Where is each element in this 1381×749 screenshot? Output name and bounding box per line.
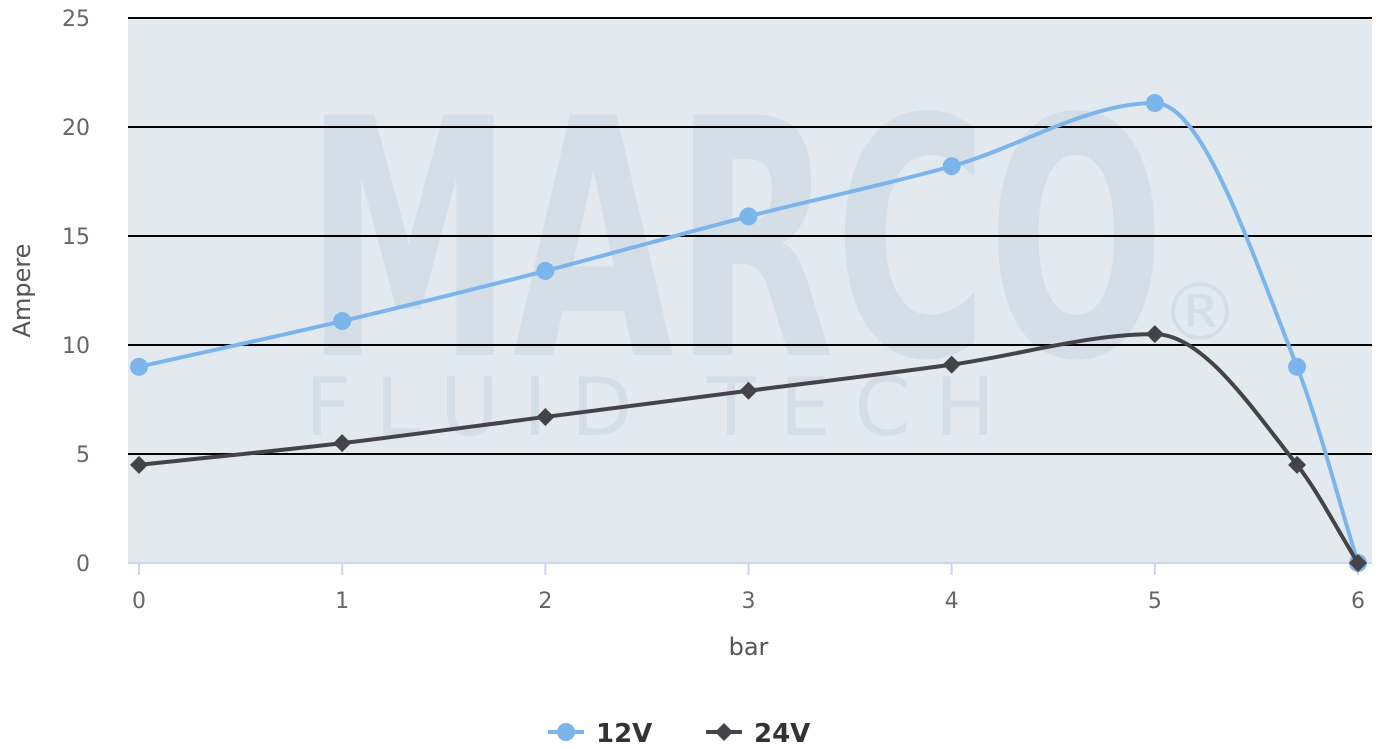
data-point	[942, 157, 961, 176]
data-point	[130, 357, 148, 376]
legend: 12V 24V	[548, 719, 810, 749]
data-point	[333, 312, 352, 331]
data-point	[1288, 357, 1307, 376]
legend-item-24V: 24V	[706, 719, 810, 749]
series-line	[138, 101, 1360, 564]
watermark-logo: MARCO FLUID TECH ®	[305, 49, 1240, 454]
y-tick-label: 25	[62, 7, 90, 32]
legend-marker	[715, 723, 733, 741]
data-point	[1349, 554, 1367, 572]
data-point	[536, 261, 555, 280]
x-tick-label: 3	[742, 589, 756, 614]
y-axis-title: Ampere	[8, 244, 36, 338]
x-tick-label: 4	[945, 589, 959, 614]
data-point	[942, 355, 961, 374]
data-point	[536, 407, 555, 426]
data-point	[333, 434, 352, 453]
data-point	[1145, 94, 1164, 113]
data-point	[739, 207, 758, 226]
grid-lines	[128, 17, 1372, 455]
y-tick-label: 15	[62, 225, 90, 250]
legend-label: 24V	[754, 719, 810, 749]
x-axis-title: bar	[729, 633, 769, 661]
x-tick-label: 2	[538, 589, 552, 614]
data-point	[739, 381, 758, 400]
legend-label: 12V	[596, 719, 652, 749]
y-tick-label: 20	[62, 116, 90, 141]
x-tick-label: 6	[1351, 589, 1365, 614]
x-tick-label: 1	[335, 589, 349, 614]
series-group	[130, 94, 1367, 572]
x-axis: 0 1 2 3 4 5 6	[128, 562, 1372, 614]
series-line	[138, 332, 1360, 565]
watermark-text: MARCO	[305, 49, 1165, 433]
legend-marker	[557, 723, 575, 741]
legend-item-12V: 12V	[548, 719, 652, 749]
watermark-registered-mark: ®	[1160, 266, 1240, 359]
plot-background	[128, 18, 1372, 563]
y-tick-label: 0	[76, 552, 90, 577]
y-axis: 0 5 10 15 20 25	[62, 7, 90, 577]
series-24V	[130, 325, 1367, 572]
data-point	[1145, 325, 1164, 344]
x-tick-label: 5	[1148, 589, 1162, 614]
y-tick-label: 5	[76, 443, 90, 468]
x-tick-label: 0	[132, 589, 146, 614]
data-point	[1288, 455, 1307, 474]
y-tick-label: 10	[62, 334, 90, 359]
data-point	[130, 455, 148, 474]
